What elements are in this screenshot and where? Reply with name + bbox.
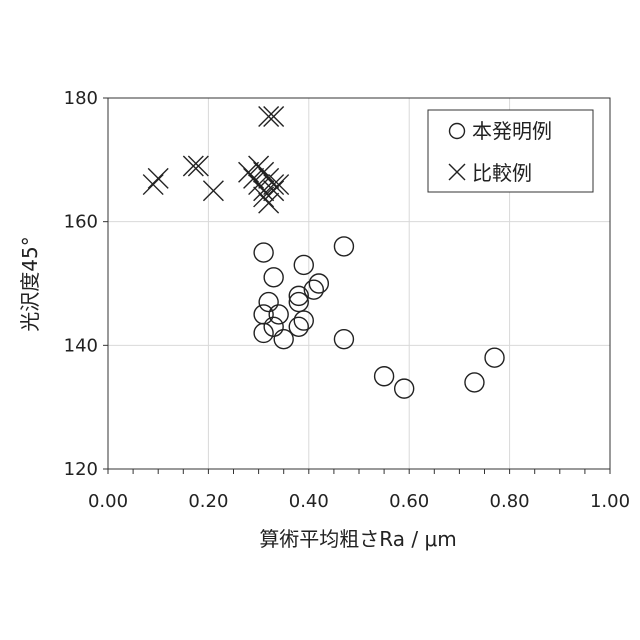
inventive-example-point (254, 305, 273, 324)
inventive-example-point (294, 255, 313, 274)
x-tick-label: 0.20 (188, 491, 228, 512)
y-tick-label: 140 (64, 335, 98, 356)
comparative-example-point (183, 156, 203, 176)
x-tick-label: 0.80 (490, 491, 530, 512)
inventive-example-point (334, 237, 353, 256)
comparative-example-point (269, 175, 289, 195)
inventive-example-point (304, 280, 323, 299)
comparative-example-point (264, 107, 284, 127)
inventive-example-point (294, 311, 313, 330)
comparative-example-point (203, 181, 223, 201)
comparative-example-point (259, 107, 279, 127)
comparative-example-point (148, 168, 168, 188)
y-tick-label: 180 (64, 88, 98, 109)
inventive-example-point (395, 379, 414, 398)
inventive-example-point (309, 274, 328, 293)
x-tick-label: 1.00 (590, 491, 630, 512)
x-tick-label: 0.60 (389, 491, 429, 512)
legend: 本発明例 比較例 (428, 110, 593, 192)
inventive-example-point (264, 268, 283, 287)
inventive-example-point (269, 305, 288, 324)
inventive-example-point (485, 348, 504, 367)
inventive-example-point (375, 367, 394, 386)
inventive-example-point (259, 293, 278, 312)
legend-label-inventive: 本発明例 (472, 119, 552, 143)
y-tick-label: 120 (64, 459, 98, 480)
comparative-example-point (239, 162, 259, 182)
x-tick-label: 0.40 (289, 491, 329, 512)
inventive-example-point (465, 373, 484, 392)
inventive-example-point (254, 243, 273, 262)
inventive-example-point (289, 317, 308, 336)
comparative-example-point (188, 156, 208, 176)
legend-label-comparative: 比較例 (472, 161, 532, 185)
x-tick-label: 0.00 (88, 491, 128, 512)
y-axis-title: 光沢度45° (18, 236, 42, 331)
comparative-example-point (143, 175, 163, 195)
y-tick-label: 160 (64, 212, 98, 233)
x-axis-title: 算術平均粗さRa / μm (259, 527, 456, 551)
